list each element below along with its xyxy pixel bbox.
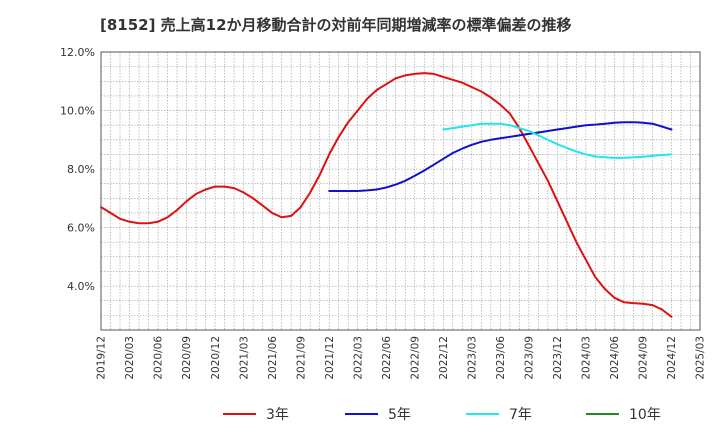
series-line-3 xyxy=(442,122,673,159)
x-tick-label: 2024/06 xyxy=(609,336,621,380)
x-tick-label: 2024/12 xyxy=(666,336,678,380)
y-tick-label: 10.0% xyxy=(60,105,95,118)
y-tick-label: 4.0% xyxy=(67,280,95,293)
legend-label: 3年 xyxy=(266,407,289,423)
chart-title: [8152] 売上高12か月移動合計の対前年同期増減率の標準偏差の推移 xyxy=(100,16,572,34)
x-tick-label: 2022/06 xyxy=(381,336,393,380)
x-tick-label: 2021/09 xyxy=(295,336,307,380)
legend-label: 7年 xyxy=(509,407,532,423)
x-tick-label: 2022/12 xyxy=(438,336,450,380)
x-tick-label: 2024/09 xyxy=(638,336,650,380)
x-tick-label: 2023/03 xyxy=(466,336,478,380)
y-tick-label: 6.0% xyxy=(67,222,95,235)
legend-item-3: 7年 xyxy=(466,407,532,423)
legend-item-1: 3年 xyxy=(223,407,289,423)
grid-layer xyxy=(100,51,701,330)
x-tick-label: 2020/03 xyxy=(124,336,136,380)
x-tick-label: 2024/03 xyxy=(581,336,593,380)
legend-label: 10年 xyxy=(629,407,661,423)
series-line-1 xyxy=(100,72,673,318)
x-tick-label: 2023/06 xyxy=(495,336,507,380)
x-tick-label: 2020/06 xyxy=(153,336,165,380)
x-tick-label: 2025/03 xyxy=(695,336,707,380)
legend-label: 5年 xyxy=(388,407,411,423)
x-tick-label: 2022/09 xyxy=(409,336,421,380)
x-tick-label: 2020/09 xyxy=(181,336,193,380)
legend-layer: 3年 5年 7年 10年 xyxy=(223,407,661,423)
x-tick-label: 2020/12 xyxy=(210,336,222,380)
x-tick-label: 2022/03 xyxy=(352,336,364,380)
series-layer xyxy=(100,72,673,318)
legend-item-4: 10年 xyxy=(586,407,661,423)
plot-area xyxy=(101,52,700,330)
x-tick-label: 2021/03 xyxy=(238,336,250,380)
plot-frame xyxy=(100,51,701,331)
legend-item-2: 5年 xyxy=(345,407,411,423)
x-tick-label: 2021/06 xyxy=(267,336,279,380)
series-line-2 xyxy=(328,121,673,192)
axis-layer: 4.0% 6.0% 8.0% 10.0% 12.0% 2019/12 2020/03 2020… xyxy=(60,46,707,380)
x-tick-label: 2021/12 xyxy=(324,336,336,380)
y-tick-label: 8.0% xyxy=(67,163,95,176)
x-tick-label: 2023/09 xyxy=(524,336,536,380)
x-tick-label: 2019/12 xyxy=(96,336,108,380)
x-tick-label: 2023/12 xyxy=(552,336,564,380)
y-tick-label: 12.0% xyxy=(60,46,95,59)
